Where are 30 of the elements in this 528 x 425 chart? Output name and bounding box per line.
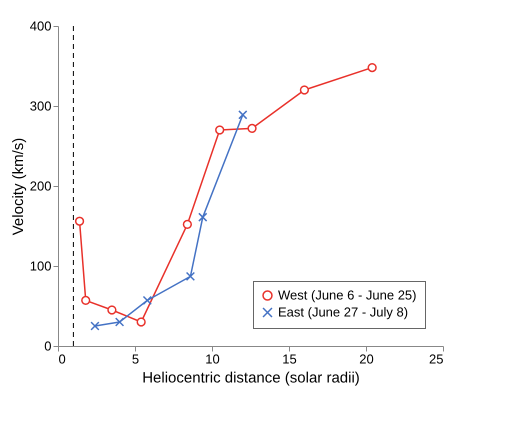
y-tick-label: 300 [30,98,52,114]
x-tick-label: 15 [282,352,297,366]
point [238,110,248,120]
point [74,216,84,226]
point [136,317,146,327]
point [142,296,152,306]
point [368,62,377,72]
point [114,317,124,327]
point [90,321,100,331]
x-tick-label: 20 [359,352,374,366]
point [247,124,257,134]
x-axis-title: Heliocentric distance (solar radii) [142,370,360,386]
x-tick-label: 0 [58,352,66,366]
point [182,220,192,230]
point [81,296,90,306]
x-tick-label: 5 [132,352,140,366]
point [198,212,208,222]
y-tick-label: 100 [30,258,52,274]
legend-label: East (June 27 - July 8) [278,304,408,320]
point [186,272,196,282]
legend-label: West (June 6 - June 25) [278,288,416,302]
y-axis-title: Velocity (km/s) [10,138,27,236]
y-tick-label: 0 [44,338,52,354]
x-tick-label: 10 [205,352,220,366]
y-tick-label: 200 [30,178,52,194]
point [215,125,224,135]
x-tick-label: 25 [429,352,444,366]
point [107,305,117,315]
y-tick-label: 400 [30,18,52,34]
point [300,85,310,95]
